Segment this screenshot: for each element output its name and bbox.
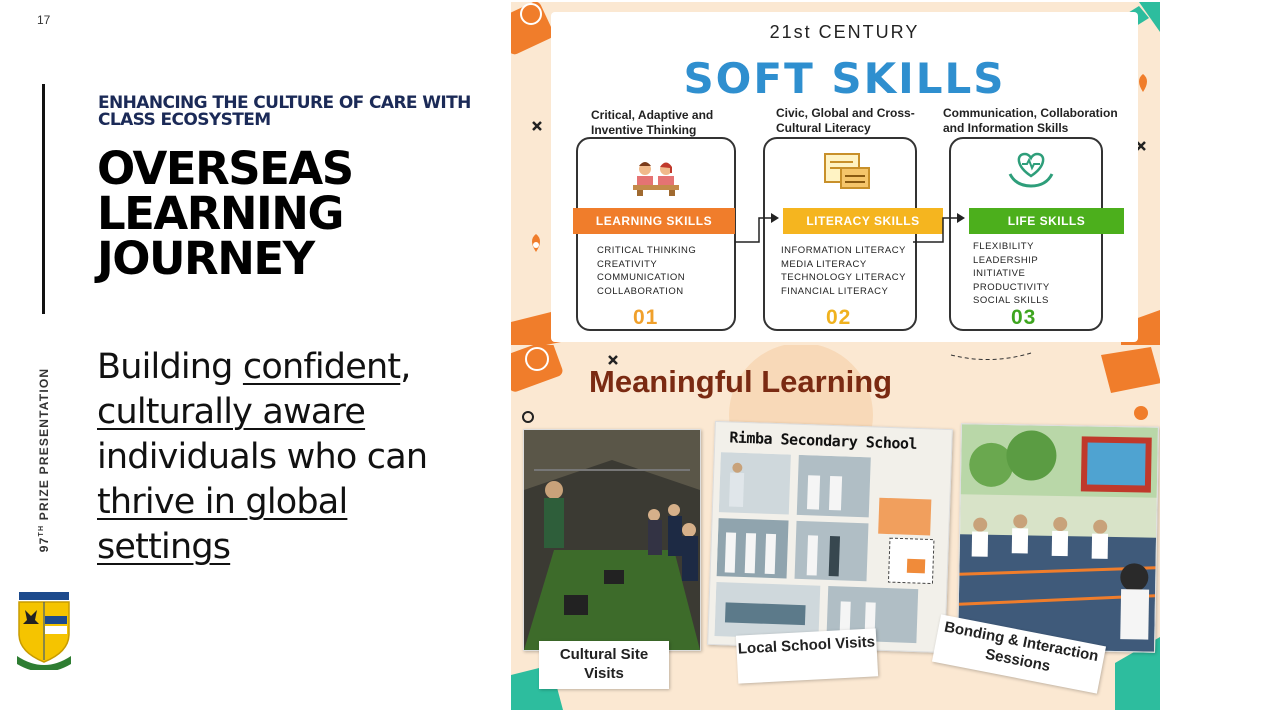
- literacy-skills-band: LITERACY SKILLS: [783, 208, 943, 234]
- caption-cultural-site-visits: Cultural Site Visits: [539, 641, 669, 689]
- bonding-photo-frame: [957, 423, 1159, 653]
- learning-skills-list: CRITICAL THINKING CREATIVITY COMMUNICATI…: [597, 244, 737, 298]
- school-collage-frame: Rimba Secondary School: [707, 420, 953, 654]
- caption-local-school-visits: Local School Visits: [735, 628, 879, 684]
- presentation-label-sup: TH: [38, 524, 45, 537]
- slide-body-text: Building confident, culturally aware ind…: [97, 345, 457, 570]
- body-text: ,: [400, 347, 411, 387]
- presentation-label-rest: PRIZE PRESENTATION: [37, 367, 51, 525]
- soft-skills-overline: 21st CENTURY: [769, 22, 920, 42]
- list-item: LEADERSHIP: [973, 254, 1039, 266]
- cultural-site-photo: [524, 430, 700, 650]
- life-skills-number: 03: [1011, 306, 1037, 329]
- school-banner-text: Rimba Secondary School: [729, 428, 918, 453]
- list-item: TECHNOLOGY LITERACY: [781, 272, 906, 283]
- heart-care-icon: [1008, 152, 1054, 188]
- body-emphasis-culturally-aware: culturally aware: [97, 392, 366, 432]
- body-emphasis-thrive: thrive in global settings: [97, 482, 348, 567]
- list-item: MEDIA LITERACY: [781, 258, 867, 270]
- list-item: INFORMATION LITERACY: [781, 245, 906, 256]
- documents-icon: [824, 153, 870, 189]
- soft-skills-panel: 21st CENTURY SOFT SKILLS Critical, Adapt…: [511, 2, 1160, 345]
- bonding-session-photo: [958, 424, 1158, 652]
- slide-subtitle: ENHANCING THE CULTURE OF CARE WITH CLASS…: [98, 93, 471, 130]
- body-text: Building: [97, 347, 243, 387]
- list-item: PRODUCTIVITY: [973, 281, 1050, 293]
- soft-skills-card: 21st CENTURY SOFT SKILLS Critical, Adapt…: [551, 12, 1138, 342]
- list-item: COMMUNICATION: [597, 272, 686, 283]
- body-emphasis-confident: confident: [242, 347, 401, 387]
- cultural-site-photo-frame: [523, 429, 701, 651]
- learning-skills-band: LEARNING SKILLS: [573, 208, 735, 234]
- learning-skills-number: 01: [633, 306, 659, 329]
- list-item: CRITICAL THINKING: [597, 245, 697, 256]
- meaningful-learning-title: Meaningful Learning: [589, 364, 893, 399]
- presentation-label: 97TH PRIZE PRESENTATION: [37, 368, 51, 553]
- accent-divider: [42, 84, 45, 314]
- life-skills-band: LIFE SKILLS: [969, 208, 1124, 234]
- literacy-skills-frame: [763, 137, 917, 331]
- presentation-label-prefix: 97: [37, 536, 51, 553]
- flow-arrows: [735, 213, 965, 243]
- body-text: individuals who can: [97, 437, 428, 477]
- meaningful-learning-panel: Meaningful Learning Cultural Site Visits…: [511, 345, 1160, 710]
- literacy-skills-heading: Civic, Global and Cross-Cultural Literac…: [776, 106, 915, 135]
- list-item: FLEXIBILITY: [973, 241, 1034, 252]
- life-skills-list: FLEXIBILITY LEADERSHIP INITIATIVE PRODUC…: [973, 240, 1113, 308]
- learning-skills-heading: Critical, Adaptive and Inventive Thinkin…: [591, 108, 714, 137]
- list-item: INITIATIVE: [973, 268, 1026, 279]
- life-skills-heading: Communication, Collaboration and Informa…: [943, 106, 1118, 135]
- learning-skills-frame: [576, 137, 736, 331]
- literacy-skills-list: INFORMATION LITERACY MEDIA LITERACY TECH…: [781, 244, 931, 298]
- slide-number: 17: [37, 13, 51, 27]
- soft-skills-title: SOFT SKILLS: [683, 54, 1006, 103]
- list-item: FINANCIAL LITERACY: [781, 285, 889, 297]
- school-visit-photos: [714, 452, 935, 644]
- list-item: SOCIAL SKILLS: [973, 295, 1049, 306]
- list-item: CREATIVITY: [597, 258, 658, 270]
- literacy-skills-number: 02: [826, 306, 852, 329]
- students-studying-icon: [633, 162, 679, 196]
- school-crest-logo: [17, 592, 71, 670]
- list-item: COLLABORATION: [597, 285, 684, 297]
- life-skills-frame: [949, 137, 1103, 331]
- slide-title: OVERSEAS LEARNING JOURNEY: [97, 142, 354, 285]
